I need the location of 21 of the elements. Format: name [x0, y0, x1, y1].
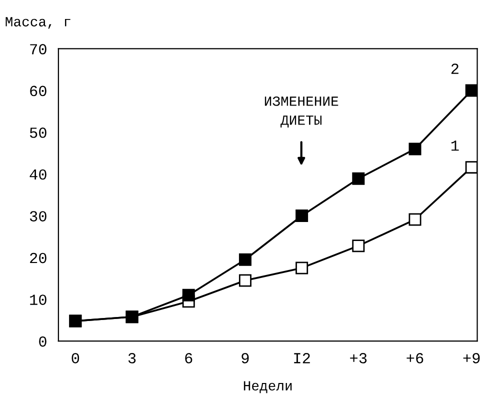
annotation: ИЗМЕНЕНИЕ ДИЕТЫ — [264, 96, 338, 128]
x-axis-title: Недели — [244, 381, 292, 394]
y-tick-label: 60 — [30, 86, 46, 96]
y-tick-label: 0 — [39, 336, 46, 347]
y-tick-label: 10 — [30, 294, 46, 305]
x-tick-label: +3 — [350, 353, 367, 364]
y-tick-label: 30 — [30, 211, 46, 222]
x-tick-label: 3 — [128, 353, 136, 364]
series-label: 1 — [451, 140, 459, 151]
x-tick-label: 0 — [72, 353, 80, 364]
y-tick-label: 50 — [30, 128, 46, 138]
y-tick-label: 70 — [30, 44, 46, 54]
y-tick-label: 40 — [30, 169, 46, 180]
series-label: 2 — [451, 64, 458, 74]
x-tick-label: I2 — [294, 353, 310, 364]
x-tick-label: 9 — [242, 353, 249, 364]
x-tick-label: +6 — [406, 353, 424, 364]
x-tick-label: 6 — [185, 353, 192, 364]
y-tick-label: 20 — [30, 252, 46, 264]
y-axis-title: Масса, г — [6, 17, 70, 29]
x-tick-label: +9 — [463, 353, 480, 364]
